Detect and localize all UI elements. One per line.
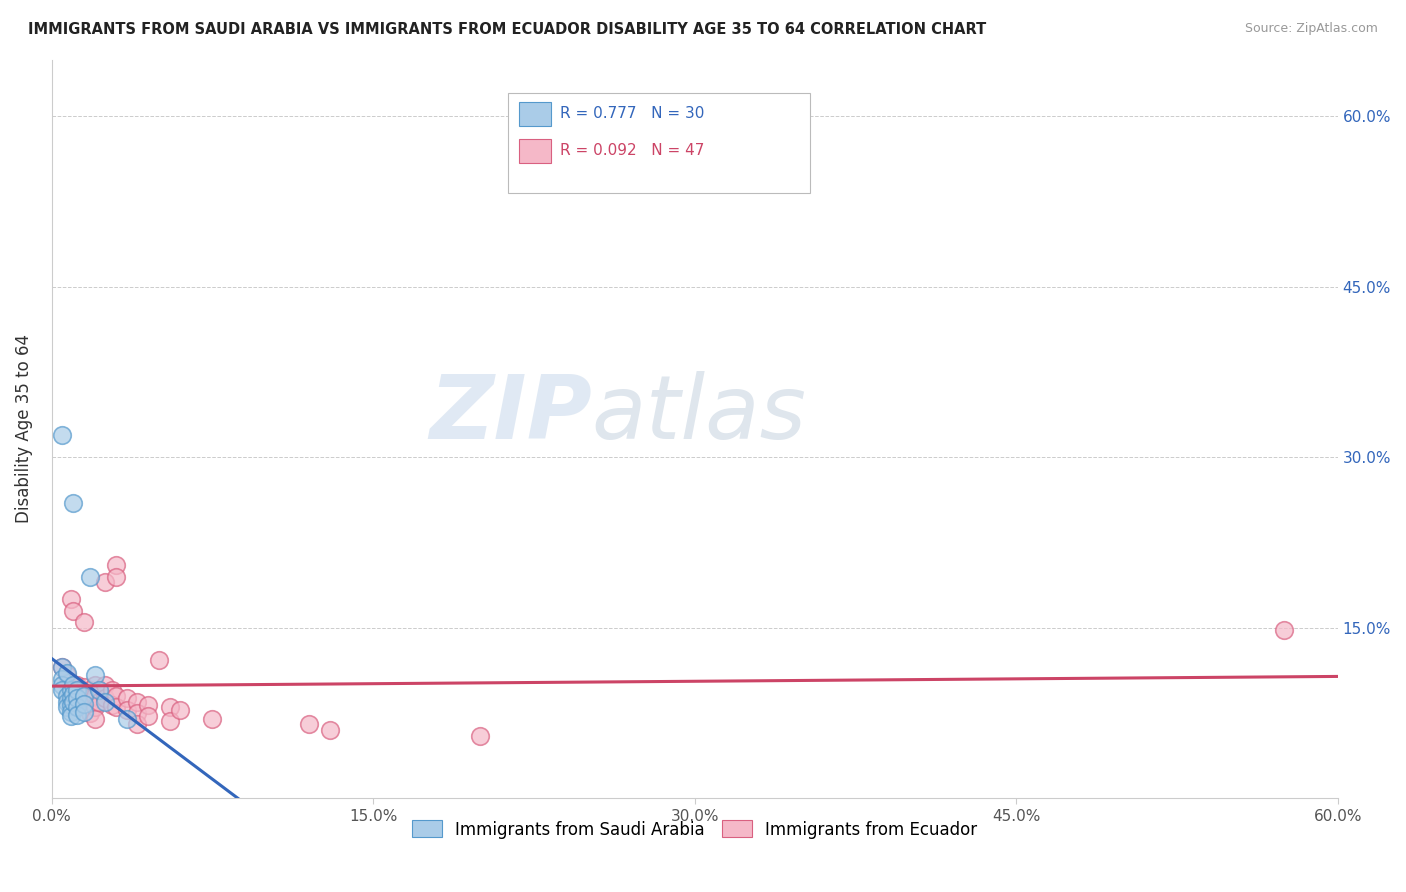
Point bbox=[298, 717, 321, 731]
Point bbox=[136, 709, 159, 723]
Point bbox=[60, 592, 83, 607]
Point bbox=[55, 689, 77, 703]
Point bbox=[51, 672, 73, 686]
Point bbox=[62, 687, 84, 701]
Point bbox=[66, 708, 89, 723]
Point bbox=[73, 705, 96, 719]
Point bbox=[83, 677, 105, 691]
Point bbox=[79, 695, 101, 709]
Point bbox=[105, 700, 128, 714]
Point bbox=[100, 683, 122, 698]
Point bbox=[55, 666, 77, 681]
Point bbox=[83, 700, 105, 714]
Point bbox=[55, 700, 77, 714]
Point bbox=[105, 558, 128, 573]
Point bbox=[62, 496, 84, 510]
Point bbox=[159, 700, 181, 714]
Point bbox=[87, 695, 110, 709]
Point bbox=[62, 677, 84, 691]
Point bbox=[51, 660, 73, 674]
Point bbox=[70, 691, 93, 706]
Point bbox=[148, 652, 170, 666]
Point bbox=[51, 677, 73, 691]
Point bbox=[136, 698, 159, 712]
FancyBboxPatch shape bbox=[508, 93, 810, 193]
Point bbox=[94, 575, 117, 590]
Point bbox=[62, 695, 84, 709]
Point bbox=[73, 691, 96, 706]
Point bbox=[94, 695, 117, 709]
Text: ZIP: ZIP bbox=[429, 370, 592, 458]
Point bbox=[51, 427, 73, 442]
Point bbox=[51, 660, 73, 674]
Point bbox=[66, 700, 89, 714]
Point bbox=[73, 680, 96, 694]
Point bbox=[127, 717, 149, 731]
Point bbox=[60, 709, 83, 723]
Point bbox=[94, 691, 117, 706]
Point bbox=[79, 569, 101, 583]
Point bbox=[201, 712, 224, 726]
Point bbox=[62, 683, 84, 698]
Text: Source: ZipAtlas.com: Source: ZipAtlas.com bbox=[1244, 22, 1378, 36]
Point bbox=[69, 683, 91, 698]
Point bbox=[55, 668, 77, 682]
Point bbox=[66, 689, 89, 703]
Point bbox=[127, 695, 149, 709]
Point bbox=[66, 677, 89, 691]
Point bbox=[83, 712, 105, 726]
Text: R = 0.092   N = 47: R = 0.092 N = 47 bbox=[560, 143, 704, 158]
FancyBboxPatch shape bbox=[519, 139, 551, 163]
Y-axis label: Disability Age 35 to 64: Disability Age 35 to 64 bbox=[15, 334, 32, 524]
Point bbox=[83, 668, 105, 682]
Text: R = 0.777   N = 30: R = 0.777 N = 30 bbox=[560, 106, 704, 121]
Point bbox=[83, 689, 105, 703]
Point bbox=[62, 604, 84, 618]
Text: atlas: atlas bbox=[592, 371, 807, 457]
Point bbox=[60, 698, 83, 712]
Point bbox=[115, 702, 138, 716]
Point bbox=[115, 691, 138, 706]
Point bbox=[51, 683, 73, 698]
Point bbox=[79, 706, 101, 720]
Point bbox=[470, 729, 492, 743]
Point bbox=[55, 695, 77, 709]
Point bbox=[159, 714, 181, 728]
Point bbox=[73, 615, 96, 629]
Point bbox=[79, 683, 101, 698]
Point bbox=[60, 691, 83, 706]
Text: IMMIGRANTS FROM SAUDI ARABIA VS IMMIGRANTS FROM ECUADOR DISABILITY AGE 35 TO 64 : IMMIGRANTS FROM SAUDI ARABIA VS IMMIGRAN… bbox=[28, 22, 987, 37]
Point bbox=[105, 689, 128, 703]
Point bbox=[60, 705, 83, 719]
Point bbox=[66, 683, 89, 698]
Point bbox=[73, 689, 96, 703]
Point bbox=[87, 683, 110, 698]
Point bbox=[105, 569, 128, 583]
Point bbox=[60, 683, 83, 698]
Point bbox=[127, 706, 149, 720]
FancyBboxPatch shape bbox=[519, 103, 551, 126]
Point bbox=[73, 697, 96, 711]
Point bbox=[319, 723, 342, 737]
Point bbox=[115, 712, 138, 726]
Legend: Immigrants from Saudi Arabia, Immigrants from Ecuador: Immigrants from Saudi Arabia, Immigrants… bbox=[405, 814, 984, 846]
Point bbox=[169, 702, 191, 716]
Point bbox=[87, 683, 110, 698]
Point bbox=[66, 691, 89, 706]
Point bbox=[58, 675, 80, 690]
Point bbox=[100, 698, 122, 712]
Point bbox=[1272, 623, 1295, 637]
Point bbox=[94, 677, 117, 691]
